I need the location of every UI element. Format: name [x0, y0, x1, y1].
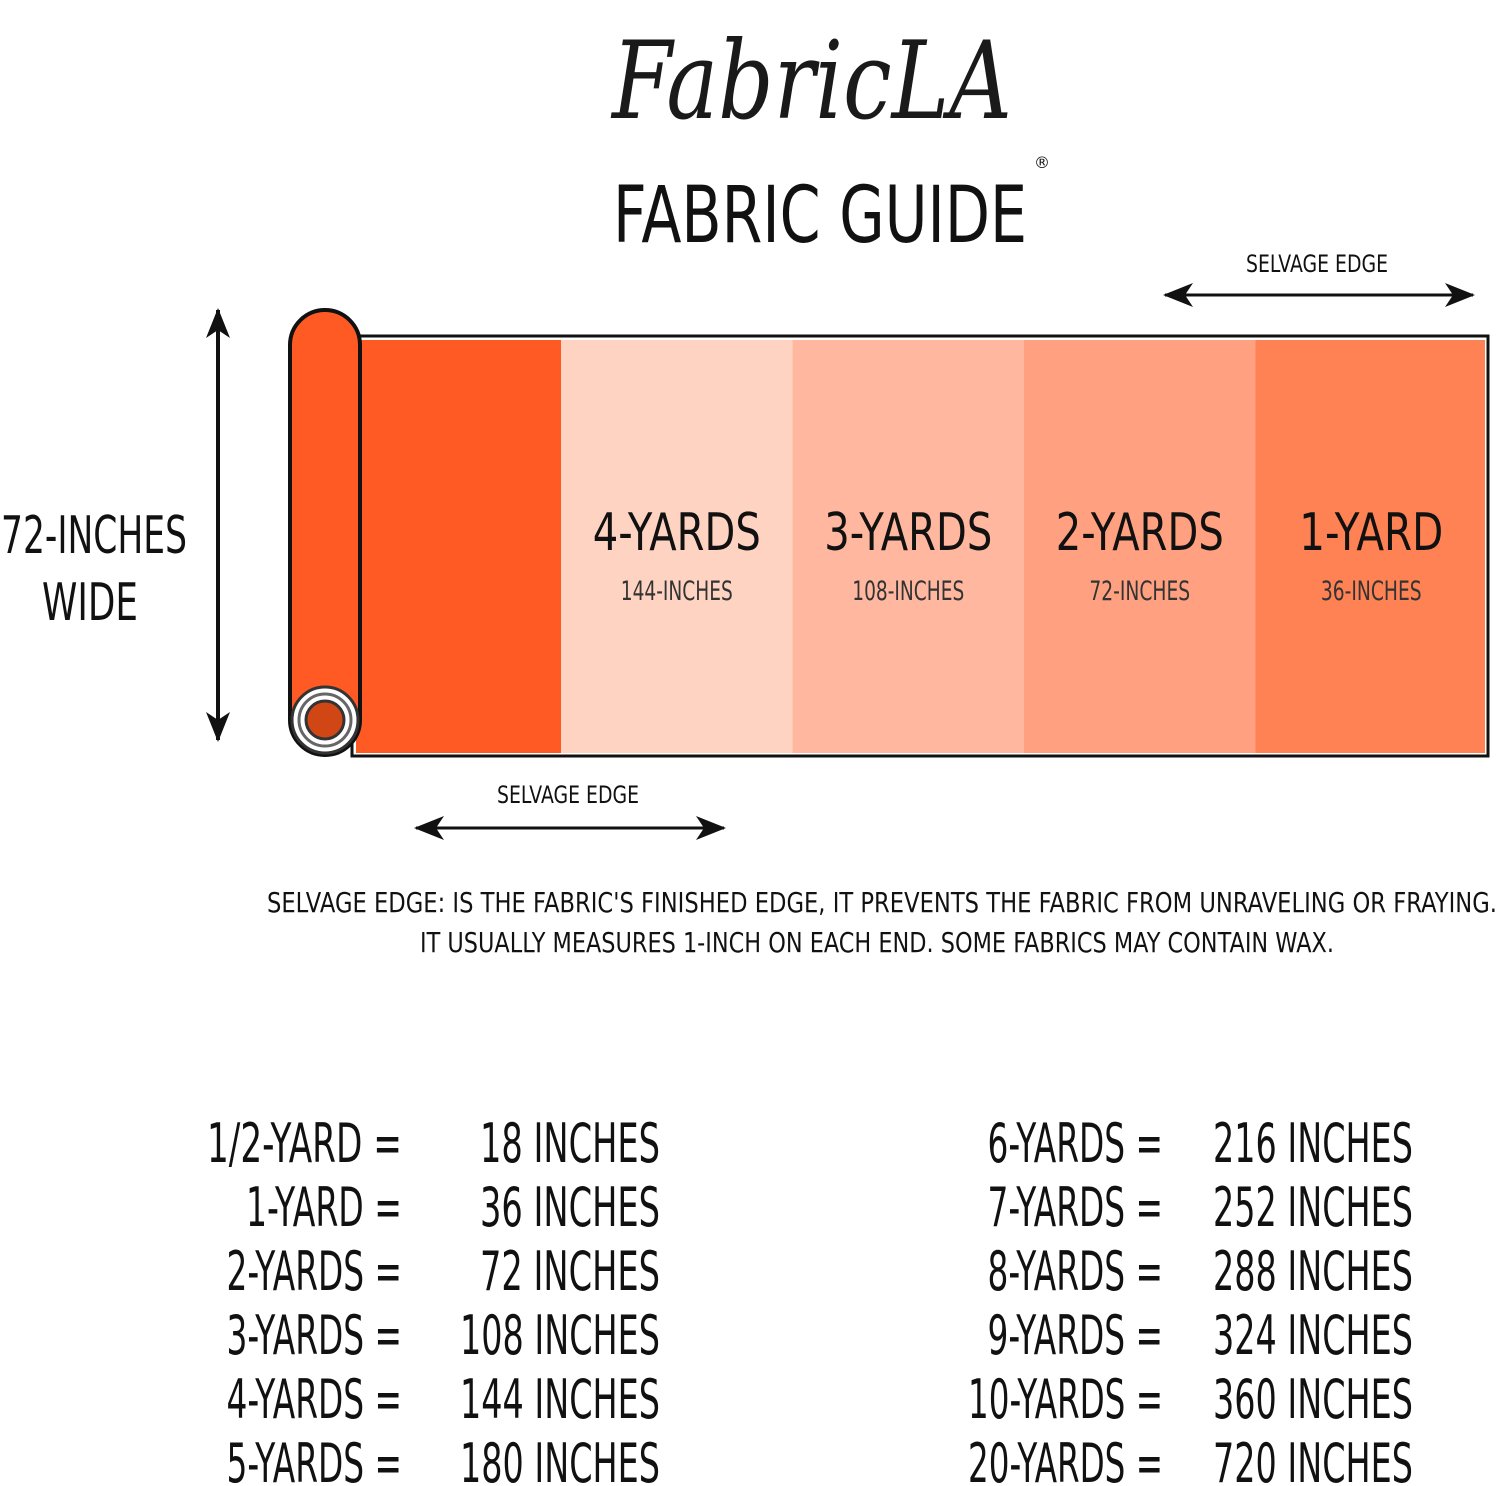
segment-4-yards: [561, 340, 793, 753]
segment-1-yard: [1255, 340, 1485, 753]
conversion-inches: 216 INCHES: [1213, 1112, 1413, 1175]
segment-yards-label: 3-YARDS: [824, 503, 992, 563]
conversion-inches: 720 INCHES: [1213, 1432, 1413, 1486]
conversion-inches: 144 INCHES: [460, 1368, 660, 1431]
conversion-yards: 4-YARDS =: [227, 1368, 403, 1431]
selvage-top-label: SELVAGE EDGE: [1246, 250, 1388, 278]
conversion-table: 1/2-YARD = 18 INCHES 1-YARD = 36 INCHES 2-YA…: [207, 1112, 1413, 1486]
conversion-yards: 1/2-YARD =: [207, 1112, 402, 1175]
conversion-inches: 18 INCHES: [480, 1112, 660, 1175]
conversion-inches: 72 INCHES: [480, 1240, 660, 1303]
conversion-inches: 36 INCHES: [480, 1176, 660, 1239]
segment-yards-label: 1-YARD: [1299, 503, 1443, 563]
segment-inches-label: 36-INCHES: [1321, 576, 1422, 607]
conversion-yards: 5-YARDS =: [227, 1432, 403, 1486]
conversion-inches: 288 INCHES: [1213, 1240, 1413, 1303]
conversion-inches: 108 INCHES: [460, 1304, 660, 1367]
segment-yards-label: 4-YARDS: [593, 503, 761, 563]
selvage-note-line1: SELVAGE EDGE: IS THE FABRIC'S FINISHED E…: [267, 886, 1497, 919]
segment-inches-label: 108-INCHES: [852, 576, 964, 607]
logo-text: FabricLA: [610, 19, 1012, 144]
selvage-bottom-label: SELVAGE EDGE: [497, 781, 639, 809]
conversion-yards: 6-YARDS =: [988, 1112, 1164, 1175]
segment-inches-label: 144-INCHES: [621, 576, 733, 607]
page-title: FABRIC GUIDE: [613, 171, 1027, 261]
conversion-inches: 180 INCHES: [460, 1432, 660, 1486]
conversion-yards: 1-YARD =: [246, 1176, 402, 1239]
registered-mark: ®: [1034, 153, 1050, 172]
conversion-yards: 8-YARDS =: [988, 1240, 1164, 1303]
conversion-yards: 20-YARDS =: [968, 1432, 1163, 1486]
fabricla-logo: FabricLA ®: [610, 19, 1050, 172]
segment-inches-label: 72-INCHES: [1089, 576, 1190, 607]
conversion-yards: 10-YARDS =: [968, 1368, 1163, 1431]
segment-3-yards: [792, 340, 1025, 753]
width-label-line1: 72-INCHES: [1, 506, 187, 566]
segment-yards-label: 2-YARDS: [1056, 503, 1224, 563]
conversion-yards: 7-YARDS =: [988, 1176, 1164, 1239]
fabric-roll-tube: [288, 308, 362, 757]
conversion-yards: 2-YARDS =: [227, 1240, 403, 1303]
fabric-roll: 4-YARDS 144-INCHES 3-YARDS 108-INCHES 2-YARD…: [288, 308, 1490, 758]
width-label-line2: WIDE: [42, 573, 138, 633]
segment-2-yards: [1024, 340, 1256, 753]
conversion-yards: 9-YARDS =: [988, 1304, 1164, 1367]
conversion-inches: 360 INCHES: [1213, 1368, 1413, 1431]
conversion-inches: 324 INCHES: [1213, 1304, 1413, 1367]
conversion-inches: 252 INCHES: [1213, 1176, 1413, 1239]
roll-end-icon: [290, 685, 360, 755]
conversion-yards: 3-YARDS =: [227, 1304, 403, 1367]
unrolled-fabric: [356, 340, 561, 753]
selvage-note-line2: IT USUALLY MEASURES 1-INCH ON EACH END. …: [420, 926, 1334, 959]
